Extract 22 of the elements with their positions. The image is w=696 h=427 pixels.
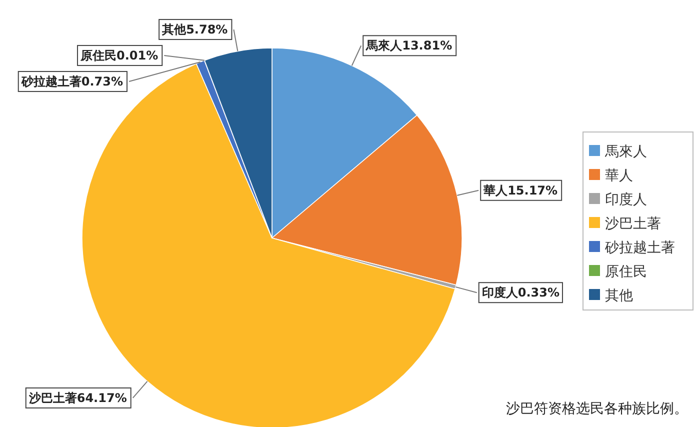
text: 沙巴符资格选民各种族比例。 xyxy=(506,401,688,417)
slice-label: 其他 xyxy=(161,22,188,36)
legend-label: 馬來人 xyxy=(604,144,647,160)
data-label: 0.73% xyxy=(81,74,124,88)
legend-label: 印度人 xyxy=(605,192,647,208)
slice-label: 華人 xyxy=(482,183,509,198)
legend-label: 原住民 xyxy=(605,264,647,280)
legend-label: 其他 xyxy=(605,288,633,304)
slice-label: 原住民 xyxy=(80,48,117,62)
legend-label: 華人 xyxy=(605,168,633,184)
legend-label: 砂拉越土著 xyxy=(604,240,675,256)
data-label: 13.81% xyxy=(402,38,452,53)
slice-label: 印度人 xyxy=(482,286,519,300)
data-label: 5.78% xyxy=(186,22,228,36)
slice-label: 馬來人 xyxy=(365,38,404,53)
data-label: 0.33% xyxy=(518,286,560,300)
data-label: 15.17% xyxy=(508,183,558,198)
slice-label: 砂拉越土著 xyxy=(20,74,82,88)
data-label: 64.17% xyxy=(76,390,127,405)
data-label: 0.01% xyxy=(116,48,158,62)
slice-label: 沙巴土著 xyxy=(28,390,77,405)
legend-label: 沙巴土著 xyxy=(605,216,661,232)
